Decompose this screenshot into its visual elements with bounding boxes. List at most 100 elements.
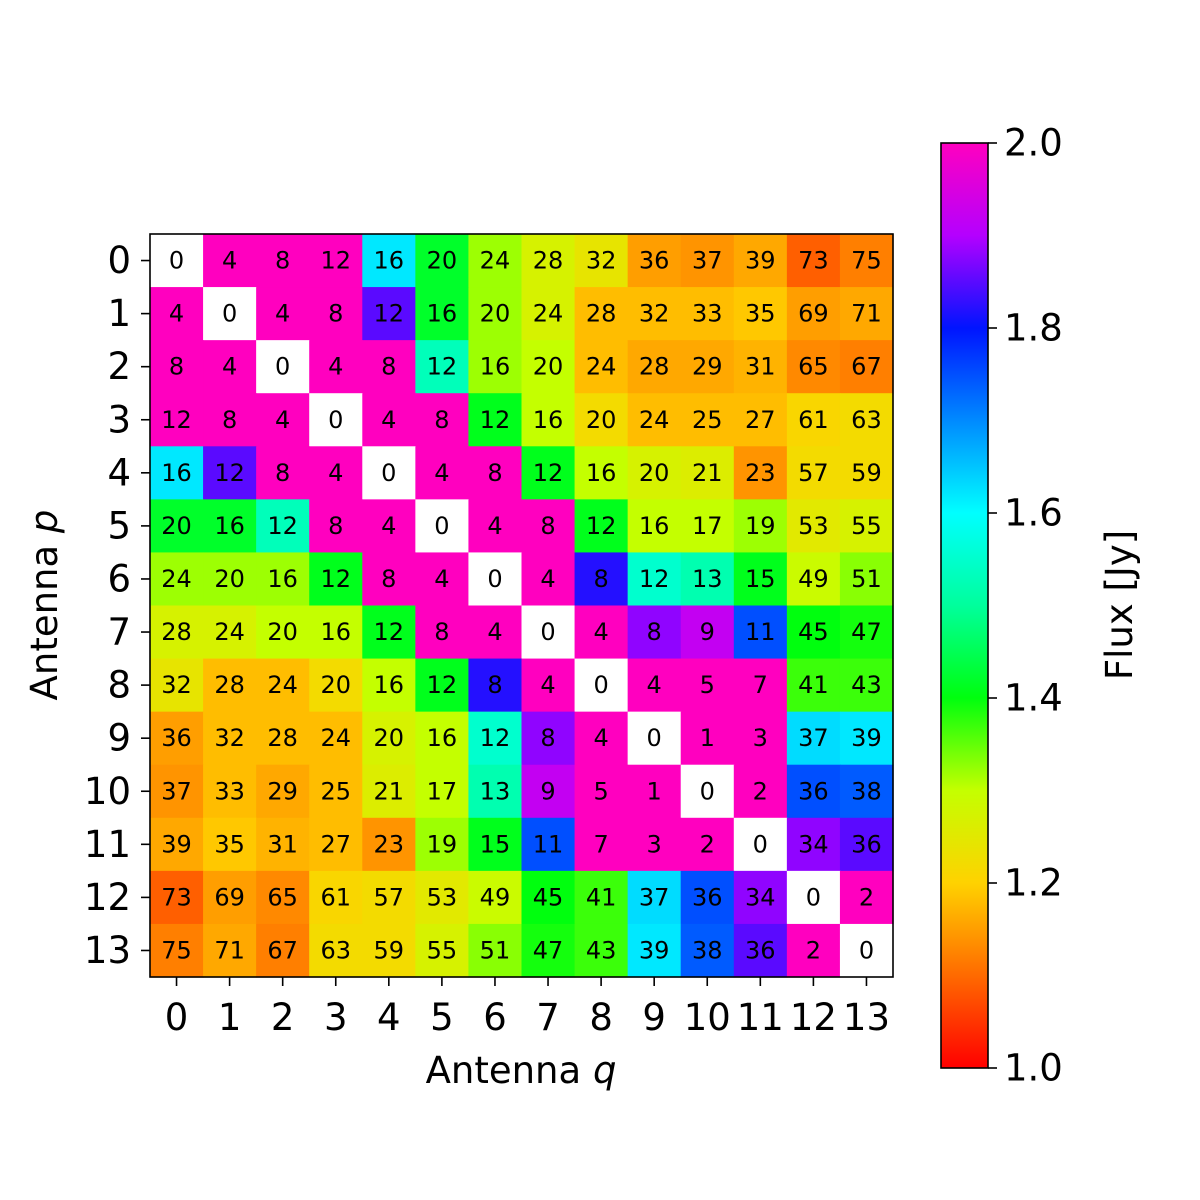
colorbar-tick-label: 1.2 xyxy=(1004,862,1063,905)
heatmap-cell xyxy=(256,605,310,660)
heatmap-cell-label: 31 xyxy=(267,830,298,858)
colorbar-tick-label: 1.6 xyxy=(1004,492,1063,535)
heatmap-cell-label: 8 xyxy=(487,671,502,699)
y-tick-label: 8 xyxy=(107,664,131,707)
heatmap-cell-label: 16 xyxy=(639,512,670,540)
heatmap-cell-label: 24 xyxy=(267,671,298,699)
heatmap-cell-label: 51 xyxy=(480,936,511,964)
heatmap-cell xyxy=(309,711,363,766)
heatmap-cell xyxy=(627,658,682,713)
heatmap-cell-label: 37 xyxy=(692,247,723,275)
heatmap-cell xyxy=(786,393,841,447)
heatmap-cell-label: 65 xyxy=(798,353,829,381)
heatmap-cell-label: 36 xyxy=(798,777,829,805)
heatmap-cell-label: 7 xyxy=(753,671,768,699)
heatmap-cell xyxy=(680,817,735,872)
heatmap-cell xyxy=(203,817,257,872)
heatmap-cell-label: 9 xyxy=(700,618,715,646)
heatmap-cell-label: 65 xyxy=(267,883,298,911)
heatmap-cell xyxy=(627,446,682,500)
heatmap-cell xyxy=(839,393,894,447)
heatmap-cell xyxy=(733,393,788,447)
heatmap-cell-label: 29 xyxy=(692,353,723,381)
heatmap-cell xyxy=(468,817,523,872)
heatmap-cell-label: 8 xyxy=(647,618,662,646)
heatmap-cell xyxy=(786,446,841,500)
x-tick-label: 1 xyxy=(218,996,242,1039)
heatmap-cell-label: 28 xyxy=(586,300,617,328)
heatmap-cell xyxy=(733,711,788,766)
heatmap-cell-label: 0 xyxy=(381,459,396,487)
heatmap-cell-label: 47 xyxy=(533,936,564,964)
heatmap-cell xyxy=(309,658,363,713)
y-axis-label-main: Antenna xyxy=(23,533,66,700)
heatmap-cell xyxy=(521,764,576,819)
heatmap-cell xyxy=(362,499,416,554)
heatmap-cell xyxy=(786,234,841,288)
heatmap-cell xyxy=(574,552,629,607)
heatmap-cell-label: 4 xyxy=(222,353,237,381)
heatmap-cell-label: 16 xyxy=(214,512,245,540)
heatmap-cell-label: 39 xyxy=(639,936,670,964)
heatmap-cell xyxy=(309,393,363,447)
heatmap-cell xyxy=(733,234,788,288)
heatmap-cell-label: 0 xyxy=(222,300,237,328)
heatmap-cell-label: 5 xyxy=(700,671,715,699)
heatmap-cell-label: 9 xyxy=(540,777,555,805)
heatmap-cell-label: 36 xyxy=(692,883,723,911)
heatmap-cell-label: 16 xyxy=(480,353,511,381)
heatmap-cell-label: 28 xyxy=(533,247,564,275)
heatmap-cell-label: 0 xyxy=(593,671,608,699)
heatmap-cell xyxy=(415,605,470,660)
heatmap-cell xyxy=(574,393,629,447)
heatmap-cell-label: 24 xyxy=(320,724,351,752)
heatmap-cell xyxy=(150,234,204,288)
y-tick-label: 3 xyxy=(107,398,131,441)
heatmap-cell-label: 12 xyxy=(480,724,511,752)
heatmap-cell-label: 2 xyxy=(700,830,715,858)
heatmap-cell xyxy=(309,870,363,925)
heatmap-cell xyxy=(786,499,841,554)
heatmap-cell-label: 31 xyxy=(745,353,776,381)
heatmap-cell-label: 49 xyxy=(798,565,829,593)
heatmap-cell-label: 12 xyxy=(427,671,458,699)
heatmap-cell xyxy=(150,923,204,978)
heatmap-cell xyxy=(574,446,629,500)
heatmap-cell xyxy=(203,393,257,447)
y-tick-label: 6 xyxy=(107,557,131,600)
heatmap-cell xyxy=(362,764,416,819)
heatmap-cell-label: 4 xyxy=(540,565,555,593)
colorbar-tick-label: 2.0 xyxy=(1004,122,1063,165)
heatmap-cell-label: 39 xyxy=(851,724,882,752)
heatmap-cell xyxy=(839,552,894,607)
heatmap-cell-label: 20 xyxy=(639,459,670,487)
heatmap-cell xyxy=(733,870,788,925)
heatmap-cell-label: 55 xyxy=(851,512,882,540)
heatmap-cell xyxy=(362,340,416,394)
heatmap-cell xyxy=(256,711,310,766)
heatmap-cell xyxy=(309,287,363,341)
heatmap-cell xyxy=(415,234,470,288)
heatmap-cell xyxy=(680,605,735,660)
heatmap-cell xyxy=(627,817,682,872)
colorbar: 1.0 1.2 1.4 1.6 1.8 2.0 Flux [Jy] xyxy=(940,122,1141,1090)
heatmap-cell xyxy=(256,446,310,500)
heatmap-cell-label: 12 xyxy=(267,512,298,540)
heatmap-cell xyxy=(733,764,788,819)
heatmap-cell-labels: 0 4 8 12 16 20 24 28 32 36 37 39 73 754 0 4 8 12 16 20 24 28 3… xyxy=(161,247,881,965)
heatmap-cell-label: 17 xyxy=(692,512,723,540)
heatmap-cell xyxy=(362,817,416,872)
heatmap-cell-label: 12 xyxy=(533,459,564,487)
heatmap-cell xyxy=(150,287,204,341)
heatmap-cell-label: 20 xyxy=(267,618,298,646)
heatmap-cell xyxy=(733,817,788,872)
heatmap-cell-label: 75 xyxy=(161,936,192,964)
heatmap-cell xyxy=(468,658,523,713)
heatmap-cell-label: 16 xyxy=(533,406,564,434)
heatmap-cell-label: 20 xyxy=(214,565,245,593)
heatmap-cell xyxy=(362,923,416,978)
heatmap-cell xyxy=(521,711,576,766)
heatmap-cell xyxy=(203,287,257,341)
heatmap-cell-label: 20 xyxy=(320,671,351,699)
